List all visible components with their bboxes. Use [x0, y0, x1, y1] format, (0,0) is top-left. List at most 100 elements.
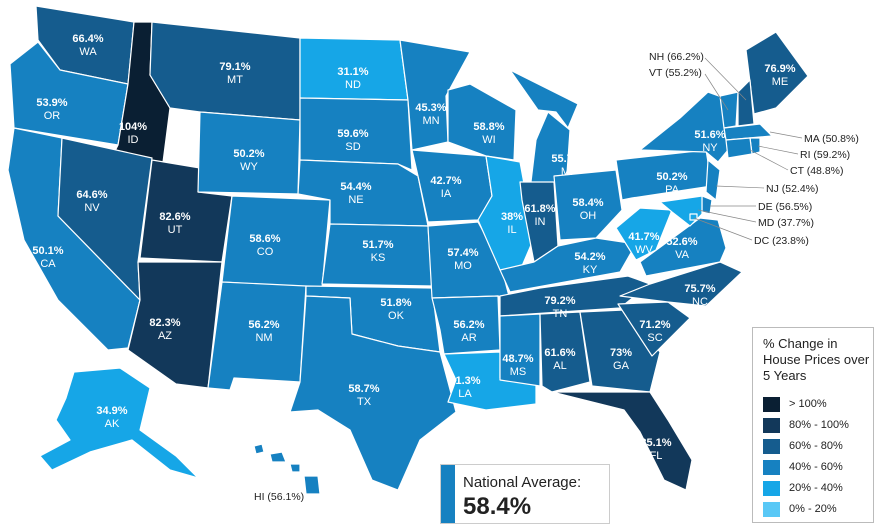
callout-vt: VT (55.2%): [649, 67, 702, 79]
legend-bin-label: > 100%: [789, 398, 827, 410]
state-label-nv: 64.6% NV: [76, 189, 107, 214]
state-al: [539, 311, 591, 393]
state-shapes: [7, 5, 809, 495]
leader-ct: [749, 149, 789, 171]
legend-bin: 80% - 100%: [763, 417, 849, 433]
state-value-sc: 71.2%: [639, 319, 670, 331]
state-value-mo: 57.4%: [447, 247, 478, 259]
state-sd: [299, 97, 413, 171]
national-average-box: National Average: 58.4%: [440, 464, 610, 524]
state-label-ca: 50.1% CA: [32, 245, 63, 270]
state-vt: [719, 91, 739, 129]
state-label-me: 76.9% ME: [764, 63, 795, 88]
state-label-ga: 73% GA: [610, 347, 632, 372]
state-value-sd: 59.6%: [337, 128, 368, 140]
state-abbr-ut: UT: [168, 224, 183, 236]
callout-hi: HI (56.1%): [254, 491, 304, 503]
state-value-ca: 50.1%: [32, 245, 63, 257]
state-value-in: 61.8%: [524, 203, 555, 215]
state-hi: [253, 443, 321, 495]
state-abbr-in: IN: [535, 216, 546, 228]
state-abbr-pa: PA: [665, 184, 680, 196]
state-label-al: 61.6% AL: [544, 347, 575, 372]
state-value-co: 58.6%: [249, 233, 280, 245]
leader-md: [697, 209, 757, 223]
state-value-nm: 56.2%: [248, 319, 279, 331]
state-value-ar: 56.2%: [453, 319, 484, 331]
state-value-ut: 82.6%: [159, 211, 190, 223]
state-value-ok: 51.8%: [380, 297, 411, 309]
state-abbr-ar: AR: [461, 332, 476, 344]
state-abbr-ky: KY: [583, 264, 598, 276]
state-label-id: 104% ID: [119, 121, 147, 146]
legend-bin: 40% - 60%: [763, 459, 843, 475]
state-label-sd: 59.6% SD: [337, 128, 368, 153]
state-abbr-nd: ND: [345, 79, 361, 91]
state-label-or: 53.9% OR: [36, 97, 67, 122]
state-abbr-nc: NC: [692, 296, 708, 308]
state-abbr-mo: MO: [454, 260, 472, 272]
state-label-ny: 51.6% NY: [694, 129, 725, 154]
state-wv: [615, 207, 673, 261]
state-label-il: 38% IL: [501, 211, 523, 236]
state-abbr-id: ID: [128, 134, 139, 146]
state-label-ok: 51.8% OK: [380, 297, 411, 322]
state-label-nd: 31.1% ND: [337, 66, 368, 91]
state-value-or: 53.9%: [36, 97, 67, 109]
state-label-wv: 41.7% WV: [628, 231, 659, 256]
state-abbr-al: AL: [553, 360, 566, 372]
state-value-nd: 31.1%: [337, 66, 368, 78]
state-label-in: 61.8% IN: [524, 203, 555, 228]
state-value-mt: 79.1%: [219, 61, 250, 73]
state-value-wv: 41.7%: [628, 231, 659, 243]
state-value-fl: 85.1%: [640, 437, 671, 449]
state-abbr-ga: GA: [613, 360, 630, 372]
state-label-ks: 51.7% KS: [362, 239, 393, 264]
state-label-ne: 54.4% NE: [340, 181, 371, 206]
callout-ma: MA (50.8%): [804, 133, 859, 145]
state-wi: [447, 83, 517, 161]
state-label-nc: 75.7% NC: [684, 283, 715, 308]
state-value-nc: 75.7%: [684, 283, 715, 295]
state-label-wa: 66.4% WA: [72, 33, 103, 58]
state-label-fl: 85.1% FL: [640, 437, 671, 462]
callout-de: DE (56.5%): [758, 201, 812, 213]
state-label-mo: 57.4% MO: [447, 247, 478, 272]
callout-labels: NH (66.2%) VT (55.2%) MA (50.8%) RI (59.2%)…: [254, 51, 859, 503]
state-abbr-wi: WI: [482, 134, 495, 146]
state-value-tn: 79.2%: [544, 295, 575, 307]
state-abbr-oh: OH: [580, 210, 597, 222]
state-abbr-mi: MI: [561, 166, 573, 178]
state-abbr-ok: OK: [388, 310, 405, 322]
state-label-va: 52.6% VA: [666, 236, 697, 261]
state-value-wi: 58.8%: [473, 121, 504, 133]
state-oh: [553, 169, 623, 241]
legend-swatch: [763, 396, 780, 412]
state-value-az: 82.3%: [149, 317, 180, 329]
state-label-ia: 42.7% IA: [430, 175, 461, 200]
state-value-wy: 50.2%: [233, 148, 264, 160]
state-abbr-sd: SD: [345, 141, 360, 153]
state-value-oh: 58.4%: [572, 197, 603, 209]
state-az: [127, 261, 223, 389]
state-nj: [705, 159, 721, 201]
legend-bin-label: 80% - 100%: [789, 419, 849, 431]
state-value-ak: 34.9%: [96, 405, 127, 417]
state-label-az: 82.3% AZ: [149, 317, 180, 342]
legend-bin: > 100%: [763, 396, 827, 412]
state-fl: [551, 391, 693, 491]
state-label-wy: 50.2% WY: [233, 148, 264, 173]
state-ct: [725, 137, 753, 159]
state-value-la: 31.3%: [449, 375, 480, 387]
state-nh: [737, 79, 755, 127]
state-value-ky: 54.2%: [574, 251, 605, 263]
state-abbr-ca: CA: [40, 258, 56, 270]
state-ky: [499, 237, 637, 293]
state-abbr-il: IL: [507, 224, 516, 236]
leader-nh: [704, 57, 747, 101]
state-abbr-nm: NM: [255, 332, 272, 344]
state-label-sc: 71.2% SC: [639, 319, 670, 344]
state-abbr-az: AZ: [158, 330, 172, 342]
